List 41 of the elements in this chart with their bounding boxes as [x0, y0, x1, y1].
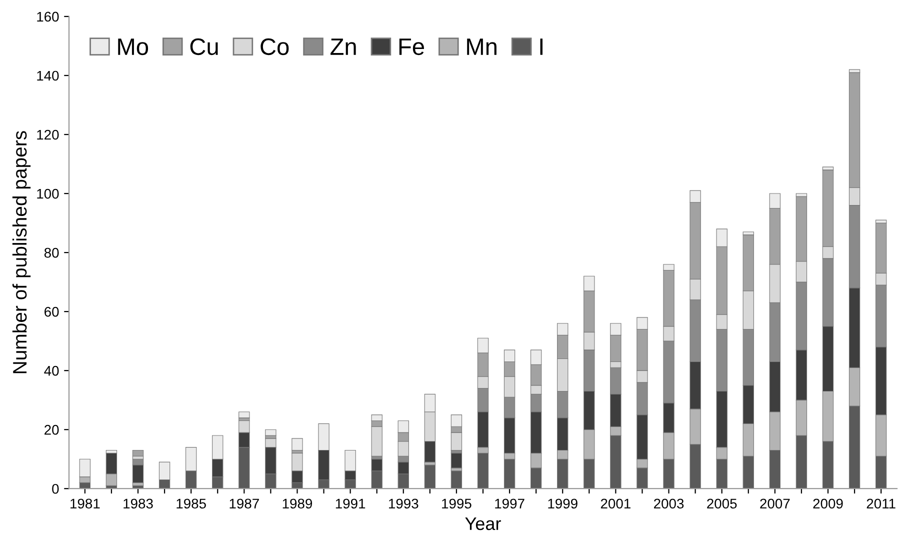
y-tick-label: 80 — [44, 248, 59, 258]
y-tick-label: 160 — [37, 12, 59, 22]
x-tick-label: 1987 — [230, 498, 259, 509]
legend-label: Mn — [467, 38, 496, 55]
bar — [450, 452, 462, 468]
bar — [424, 464, 436, 489]
x-tick-label: 1999 — [548, 498, 578, 509]
legend-label: Cu — [190, 38, 218, 56]
bar — [238, 412, 250, 418]
x-tick-label: 1985 — [176, 498, 206, 509]
y-axis-title: Number of published papers — [12, 131, 31, 374]
legend-label: Co — [260, 38, 289, 56]
legend-label: Zn — [330, 38, 356, 55]
bar — [265, 429, 276, 436]
x-tick-label: 1997 — [495, 498, 524, 509]
bar — [132, 450, 144, 456]
x-tick-label: 2005 — [707, 498, 737, 509]
y-tick-label: 120 — [37, 130, 59, 140]
bar — [450, 470, 462, 489]
x-tick-label: 2003 — [654, 498, 684, 509]
y-tick-label: 60 — [44, 306, 59, 317]
x-tick-label: 1993 — [388, 498, 418, 509]
x-tick-label: 1995 — [442, 498, 472, 509]
bar — [292, 438, 303, 451]
y-tick-label: 140 — [37, 70, 59, 81]
x-tick-label: 1981 — [70, 498, 100, 509]
y-tick-label: 100 — [37, 188, 59, 199]
x-tick-label: 2001 — [600, 498, 630, 509]
legend-label: Mo — [118, 38, 148, 56]
x-tick-label: 1989 — [282, 498, 312, 509]
y-tick-label: 40 — [44, 366, 59, 376]
x-tick-label: 2007 — [760, 498, 790, 509]
x-axis-title: Year — [465, 518, 501, 530]
legend-label: I — [540, 38, 542, 55]
x-tick-label: 1991 — [336, 498, 366, 509]
x-tick-label: 2009 — [813, 498, 843, 509]
legend-label: Fe — [399, 38, 424, 56]
y-tick-label: 20 — [44, 424, 59, 435]
y-tick-label: 0 — [52, 484, 59, 494]
x-tick-label: 1983 — [124, 498, 153, 509]
x-tick-label: 2011 — [866, 498, 896, 509]
